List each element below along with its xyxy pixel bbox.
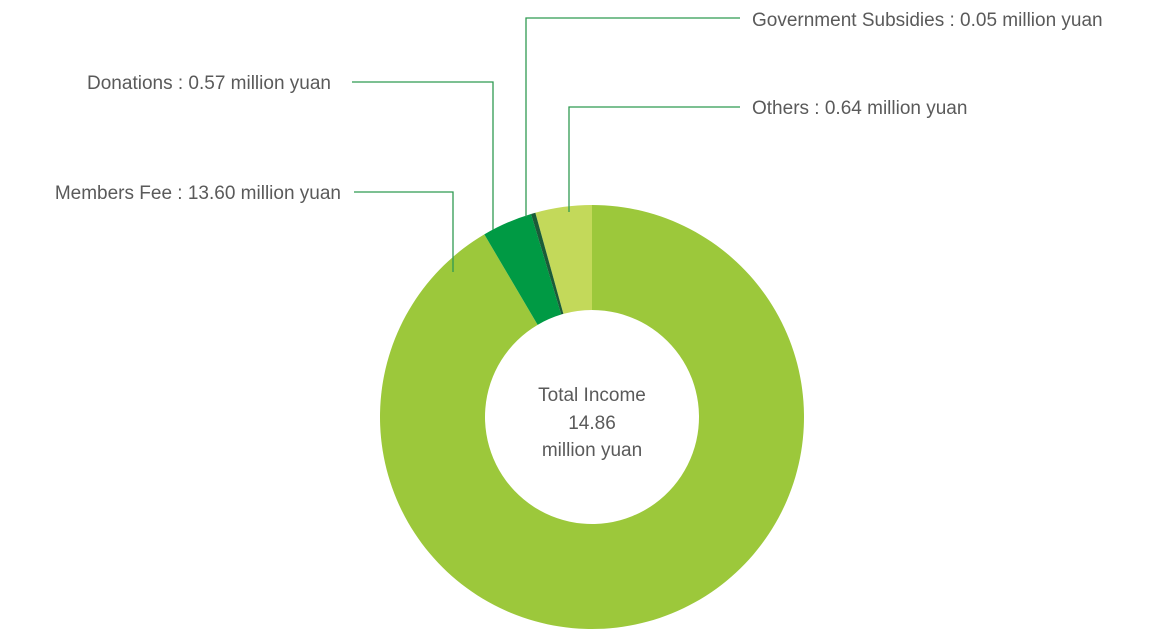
- leader-line-members-fee: [354, 191, 454, 272]
- slice-others: [535, 205, 592, 314]
- center-label-total: 14.86: [568, 413, 616, 434]
- slice-labels: Others : 0.64 million yuan Members Fee :…: [55, 10, 1103, 204]
- slice-label-others: Others : 0.64 million yuan: [752, 98, 967, 119]
- slice-label-government-subsidies: Government Subsidies : 0.05 million yuan: [752, 10, 1103, 31]
- center-label: Total Income 14.86 million yuan: [538, 385, 646, 461]
- slice-members-fee: [380, 205, 804, 630]
- leader-lines: [352, 17, 740, 272]
- leader-line-donations: [352, 81, 494, 230]
- slice-government-subsidies: [531, 212, 564, 315]
- leader-line-others: [568, 106, 740, 212]
- center-label-title: Total Income: [538, 385, 646, 406]
- slice-label-members-fee: Members Fee : 13.60 million yuan: [55, 183, 341, 204]
- center-label-unit: million yuan: [542, 440, 642, 461]
- slice-donations: [484, 213, 562, 325]
- donut-slices: [380, 205, 804, 630]
- leader-line-government-subsidies: [525, 17, 740, 217]
- slice-label-donations: Donations : 0.57 million yuan: [87, 73, 331, 94]
